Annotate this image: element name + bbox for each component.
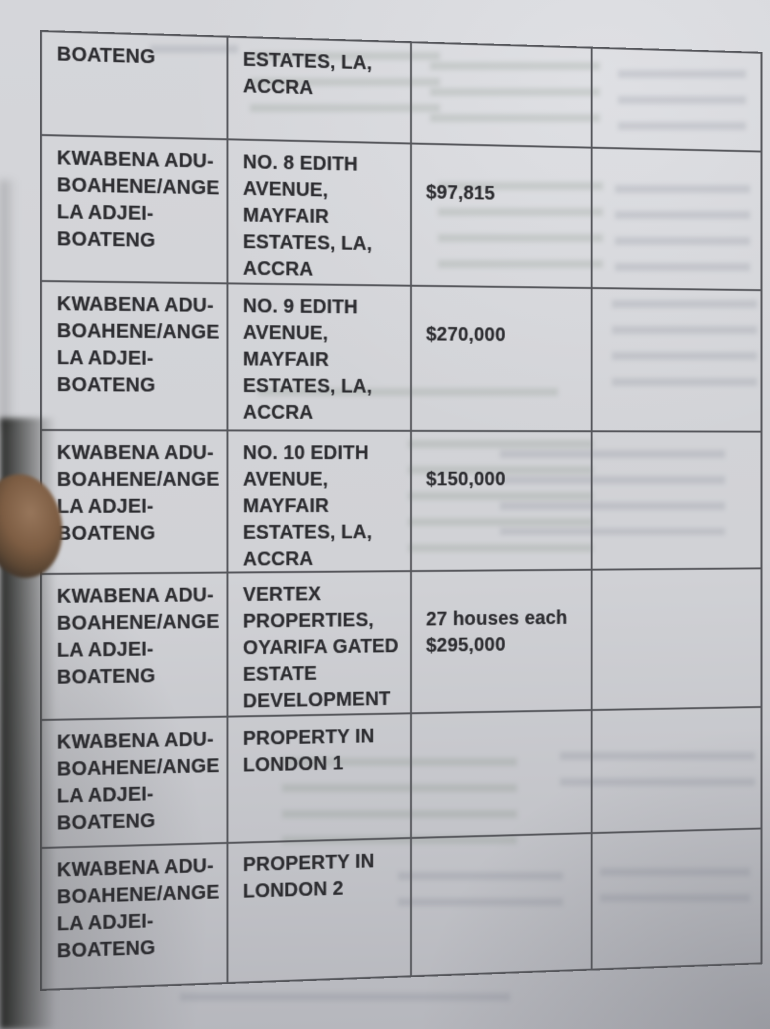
value-cell: 27 houses each $295,000 GHC 127,000,000 <box>411 570 593 713</box>
value-cell: $97,815 <box>411 144 593 288</box>
notes-cell <box>593 829 761 968</box>
property-cell: NO. 8 EDITH AVENUE, MAYFAIR ESTATES, LA,… <box>228 140 412 285</box>
property-cell: NO. 9 EDITH AVENUE, MAYFAIR ESTATES, LA,… <box>228 284 412 430</box>
value-cell <box>411 43 593 147</box>
notes-cell <box>593 149 761 290</box>
table-row: KWABENA ADU- BOAHENE/ANGE LA ADJEI- BOAT… <box>41 136 761 292</box>
value-text-2 <box>426 916 586 921</box>
property-cell: PROPERTY IN LONDON 2 <box>228 838 412 983</box>
property-cell: PROPERTY IN LONDON 1 <box>228 714 412 842</box>
owner-cell: KWABENA ADU- BOAHENE/ANGE LA ADJEI- BOAT… <box>41 431 229 573</box>
value-text <box>426 746 586 749</box>
bleedthrough-smudge <box>180 993 510 1013</box>
value-text: $150,000 <box>426 468 506 491</box>
owner-cell: KWABENA ADU- BOAHENE/ANGE LA ADJEI- BOAT… <box>41 282 229 430</box>
table-row: KWABENA ADU- BOAHENE/ANGE LA ADJEI- BOAT… <box>41 569 761 721</box>
value-text: $97,815 <box>426 181 496 205</box>
notes-cell <box>593 289 761 431</box>
notes-cell <box>593 432 761 569</box>
value-text-2 <box>426 540 586 541</box>
value-cell: $150,000 <box>411 431 593 571</box>
value-cell: $270,000 <box>411 286 593 431</box>
value-text: 27 houses each $295,000 <box>426 607 568 657</box>
table-row: KWABENA ADU- BOAHENE/ANGE LA ADJEI- BOAT… <box>41 829 761 989</box>
table-row: KWABENA ADU- BOAHENE/ANGE LA ADJEI- BOAT… <box>41 431 761 575</box>
notes-cell <box>593 708 761 832</box>
property-cell: ESTATES, LA, ACCRA <box>228 37 412 143</box>
owner-cell: KWABENA ADU- BOAHENE/ANGE LA ADJEI- BOAT… <box>41 136 229 283</box>
owner-cell: BOATENG <box>41 32 229 139</box>
value-text-2 <box>426 793 586 797</box>
paper-sheet: BOATENG ESTATES, LA, ACCRA KWABENA ADU- … <box>40 30 763 991</box>
assets-table: BOATENG ESTATES, LA, ACCRA KWABENA ADU- … <box>40 30 763 991</box>
table-row: KWABENA ADU- BOAHENE/ANGE LA ADJEI- BOAT… <box>41 282 761 433</box>
value-text <box>426 869 586 874</box>
value-text <box>426 79 586 83</box>
owner-cell: KWABENA ADU- BOAHENE/ANGE LA ADJEI- BOAT… <box>41 717 229 847</box>
notes-cell <box>593 569 761 709</box>
value-text-2 <box>426 254 586 256</box>
property-cell: VERTEX PROPERTIES, OYARIFA GATED ESTATE … <box>228 572 412 716</box>
table-row: BOATENG ESTATES, LA, ACCRA <box>41 32 761 153</box>
value-text-2 <box>426 126 586 130</box>
page-edge-shading <box>0 180 16 430</box>
owner-cell: KWABENA ADU- BOAHENE/ANGE LA ADJEI- BOAT… <box>41 573 229 719</box>
value-cell <box>411 834 593 976</box>
owner-cell: KWABENA ADU- BOAHENE/ANGE LA ADJEI- BOAT… <box>41 843 229 989</box>
table-row: KWABENA ADU- BOAHENE/ANGE LA ADJEI- BOAT… <box>41 707 761 849</box>
value-cell <box>411 710 593 837</box>
property-cell: NO. 10 EDITH AVENUE, MAYFAIR ESTATES, LA… <box>228 431 412 572</box>
notes-cell <box>593 49 761 151</box>
value-text: $270,000 <box>426 323 506 346</box>
value-text-2 <box>426 396 586 397</box>
